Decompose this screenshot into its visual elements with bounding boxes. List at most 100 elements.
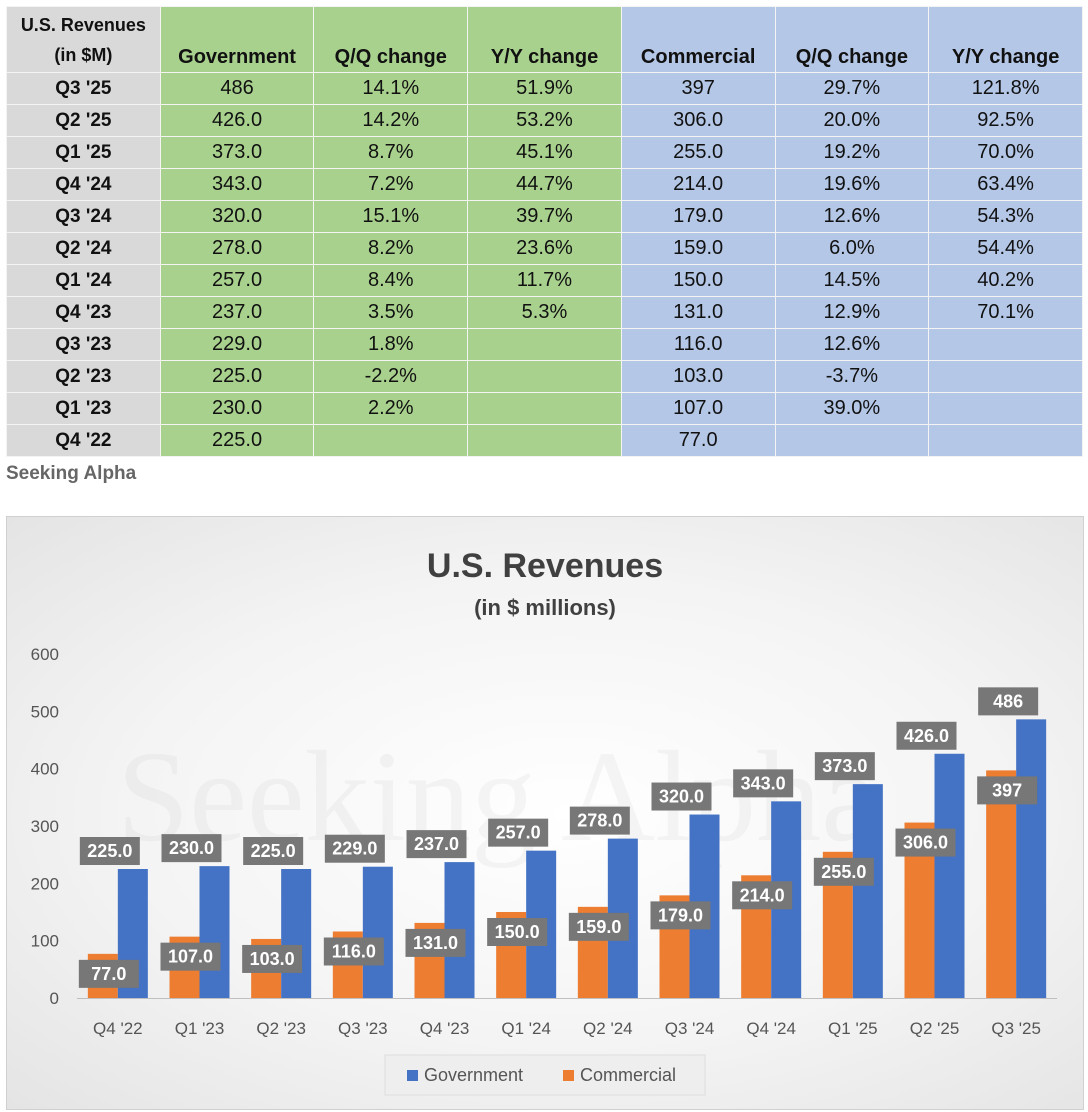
cell-com-value: 107.0: [620, 392, 776, 425]
row-quarter-label: Q3 '23: [6, 328, 161, 361]
government-data-label: 278.0: [577, 811, 622, 831]
cell-gov-qq: 2.2%: [313, 392, 469, 425]
commercial-data-label-box: [78, 959, 139, 988]
row-quarter-label: Q2 '25: [6, 104, 161, 137]
legend-box: [384, 1054, 706, 1096]
government-data-label-box: [896, 721, 957, 750]
x-tick-label: Q1 '23: [175, 1019, 225, 1038]
government-data-label: 237.0: [414, 834, 459, 854]
cell-com-value: 255.0: [620, 136, 776, 169]
cell-gov-value: 257.0: [159, 264, 315, 297]
commercial-legend-swatch: [563, 1070, 574, 1081]
government-legend-label: Government: [424, 1065, 523, 1085]
government-data-label: 426.0: [904, 726, 949, 746]
table-row: Q3 '23 229.0 1.8% 116.0 12.6%: [6, 328, 1083, 361]
commercial-data-label: 397: [992, 780, 1022, 800]
cell-gov-yy: [467, 392, 622, 425]
commercial-legend-label: Commercial: [580, 1065, 676, 1085]
cell-com-value: 179.0: [620, 200, 776, 233]
x-tick-label: Q3 '23: [338, 1019, 388, 1038]
cell-gov-yy: 51.9%: [467, 72, 622, 105]
commercial-data-label: 214.0: [740, 885, 785, 905]
corner-label-line1: U.S. Revenues: [20, 14, 146, 35]
chart-subtitle: (in $ millions): [474, 595, 616, 620]
cell-com-qq: 6.0%: [774, 232, 930, 265]
government-data-label: 229.0: [332, 839, 377, 859]
cell-com-value: 306.0: [620, 104, 776, 137]
government-bar: [281, 869, 312, 998]
cell-com-value: 103.0: [620, 360, 776, 393]
cell-gov-value: 230.0: [159, 392, 315, 425]
cell-gov-value: 373.0: [159, 136, 315, 169]
commercial-data-label-box: [405, 928, 466, 957]
government-data-label-box: [814, 752, 875, 781]
cell-com-qq: 20.0%: [774, 104, 930, 137]
cell-com-yy: 40.2%: [928, 264, 1083, 297]
government-data-label: 320.0: [659, 787, 704, 807]
commercial-data-label-box: [650, 901, 711, 930]
commercial-data-label: 159.0: [576, 917, 621, 937]
cell-gov-qq: 8.4%: [313, 264, 469, 297]
y-tick-label: 500: [31, 702, 59, 721]
commercial-data-label: 77.0: [91, 964, 126, 984]
cell-gov-qq: 7.2%: [313, 168, 469, 201]
chart-title: U.S. Revenues: [427, 547, 663, 585]
cell-com-value: 159.0: [620, 232, 776, 265]
x-tick-label: Q2 '24: [583, 1019, 633, 1038]
commercial-data-label: 116.0: [332, 941, 376, 961]
column-header-government: Government: [159, 6, 315, 73]
x-tick-label: Q1 '25: [828, 1019, 878, 1038]
column-header-gov-yy: Y/Y change: [467, 6, 622, 73]
cell-com-yy: [928, 424, 1083, 457]
table-row: Q3 '24 320.0 15.1% 39.7% 179.0 12.6% 54.3%: [6, 200, 1083, 233]
cell-com-yy: 54.3%: [928, 200, 1083, 233]
commercial-data-label-box: [568, 912, 629, 941]
cell-gov-yy: 53.2%: [467, 104, 622, 137]
revenue-table: U.S. Revenues (in $M) Government Q/Q cha…: [6, 6, 1083, 457]
y-tick-label: 0: [50, 989, 59, 1008]
cell-gov-yy: 45.1%: [467, 136, 622, 169]
government-bar: [362, 866, 393, 998]
commercial-data-label: 306.0: [903, 833, 948, 853]
row-quarter-label: Q1 '25: [6, 136, 161, 169]
x-tick-label: Q4 '24: [746, 1019, 796, 1038]
cell-com-yy: 70.0%: [928, 136, 1083, 169]
government-legend-swatch: [407, 1070, 418, 1081]
row-quarter-label: Q4 '24: [6, 168, 161, 201]
cell-com-value: 150.0: [620, 264, 776, 297]
y-tick-label: 400: [31, 760, 59, 779]
government-data-label: 486: [993, 691, 1023, 711]
table-row: Q2 '23 225.0 -2.2% 103.0 -3.7%: [6, 360, 1083, 393]
x-tick-label: Q2 '23: [256, 1019, 306, 1038]
cell-gov-qq: 8.7%: [313, 136, 469, 169]
table-row: Q2 '24 278.0 8.2% 23.6% 159.0 6.0% 54.4%: [6, 232, 1083, 265]
row-quarter-label: Q3 '24: [6, 200, 161, 233]
cell-gov-value: 320.0: [159, 200, 315, 233]
cell-com-value: 116.0: [620, 328, 776, 361]
cell-gov-value: 426.0: [159, 104, 315, 137]
cell-gov-yy: 23.6%: [467, 232, 622, 265]
revenue-chart: Seeking Alpha U.S. Revenues (in $ million…: [6, 516, 1084, 1110]
cell-com-qq: 12.9%: [774, 296, 930, 329]
government-data-label: 343.0: [741, 773, 786, 793]
x-tick-label: Q2 '25: [910, 1019, 960, 1038]
cell-gov-yy: 5.3%: [467, 296, 622, 329]
government-bar: [1016, 719, 1047, 998]
cell-com-value: 77.0: [620, 424, 776, 457]
row-quarter-label: Q1 '24: [6, 264, 161, 297]
cell-gov-qq: 1.8%: [313, 328, 469, 361]
cell-gov-yy: 44.7%: [467, 168, 622, 201]
cell-gov-value: 229.0: [159, 328, 315, 361]
y-tick-label: 300: [31, 817, 59, 836]
corner-label-line2: (in $M): [54, 44, 113, 65]
column-header-gov-qq: Q/Q change: [313, 6, 469, 73]
government-data-label-box: [79, 837, 140, 865]
cell-com-value: 397: [620, 72, 776, 105]
column-header-commercial: Commercial: [620, 6, 776, 73]
cell-gov-yy: [467, 360, 622, 393]
table-row: Q4 '22 225.0 77.0: [6, 424, 1083, 457]
source-label: Seeking Alpha: [6, 463, 137, 484]
government-data-label-box: [324, 834, 385, 863]
government-data-label: 225.0: [87, 841, 132, 861]
cell-gov-value: 225.0: [159, 360, 315, 393]
